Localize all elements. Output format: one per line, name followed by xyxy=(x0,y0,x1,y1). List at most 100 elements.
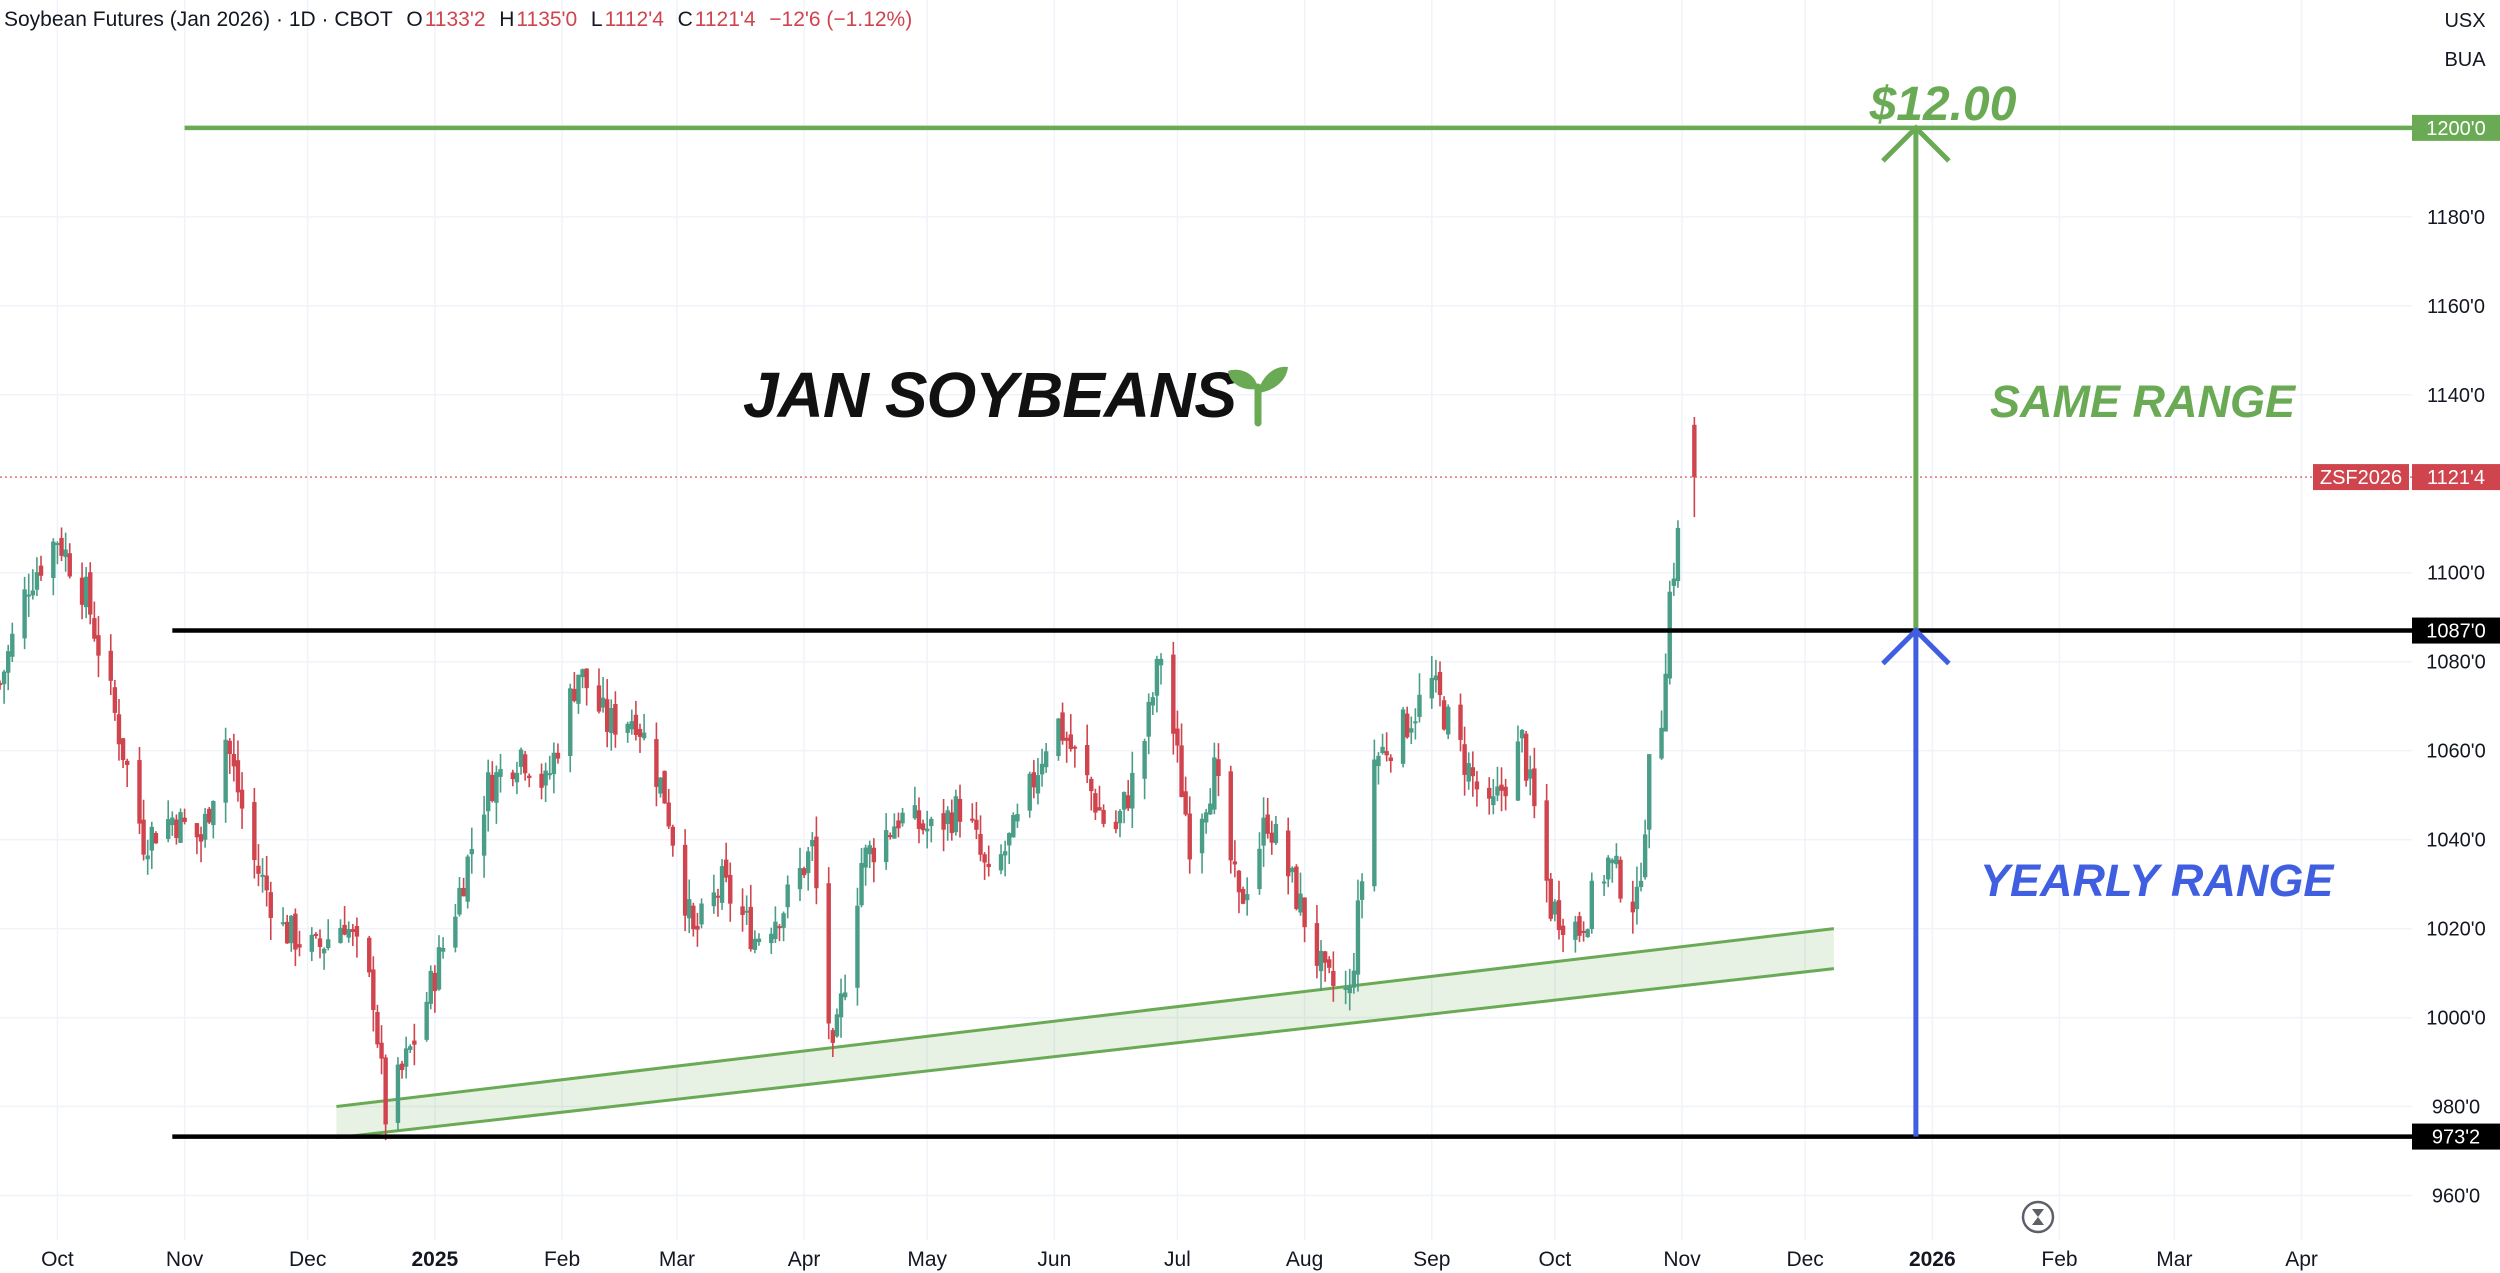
candle-body xyxy=(883,830,889,863)
candle-body xyxy=(182,817,187,822)
candle-body xyxy=(436,947,442,990)
time-tick-label: Dec xyxy=(1786,1248,1823,1271)
time-tick-label: Feb xyxy=(2041,1248,2077,1271)
candle-body xyxy=(116,714,122,745)
candle-body xyxy=(1433,675,1439,681)
candle-body xyxy=(748,906,753,950)
symbol-badge-bg xyxy=(2313,464,2409,491)
candle-body xyxy=(662,770,667,804)
candle-body xyxy=(957,798,963,822)
sprout-leaf-left xyxy=(1228,369,1258,390)
candle-body xyxy=(170,817,175,826)
candle-body xyxy=(309,934,314,952)
candle-body xyxy=(108,650,113,681)
candle-body xyxy=(1216,759,1221,776)
open-value: 1133'2 xyxy=(424,8,486,31)
candle-body xyxy=(145,855,150,860)
candle-body xyxy=(1232,861,1238,865)
candle-body xyxy=(522,754,528,774)
candle-body xyxy=(1240,888,1246,904)
time-tick-label: Sep xyxy=(1413,1248,1450,1271)
candle-body xyxy=(268,892,273,918)
level-badge-text: 973'2 xyxy=(2432,1127,2480,1149)
candle-body xyxy=(256,865,261,874)
candle-body xyxy=(1175,728,1180,746)
candle-body xyxy=(1519,729,1525,739)
candle-body xyxy=(806,851,811,874)
candle-body xyxy=(1499,784,1504,791)
candle-body xyxy=(38,565,44,576)
candle-body xyxy=(514,772,520,783)
candle-body xyxy=(1585,929,1590,938)
candle-body xyxy=(1441,700,1447,730)
candle-body xyxy=(1503,786,1508,797)
candle-body xyxy=(1601,881,1607,884)
candle-body xyxy=(424,1001,429,1040)
candle-body xyxy=(900,812,905,824)
candle-body xyxy=(986,863,991,868)
annotations: $12.00 SAME RANGE YEARLY RANGE JAN SOYBEANS xyxy=(743,78,2335,906)
currency-bua-button[interactable]: BUA xyxy=(2430,42,2500,78)
chart-legend-header: Soybean Futures (Jan 2026) · 1D · CBOT O… xyxy=(4,8,914,32)
candle-body xyxy=(543,770,548,786)
candle-body xyxy=(1084,744,1090,776)
candle-body xyxy=(326,939,331,949)
candle-body xyxy=(699,903,704,925)
candle-body xyxy=(30,590,36,596)
candle-body xyxy=(814,836,819,889)
candle-body xyxy=(1043,751,1049,768)
currency-usx-button[interactable]: USX xyxy=(2430,3,2500,39)
candle-body xyxy=(264,875,269,891)
candle-body xyxy=(752,938,758,950)
price-badges: 1200'0 1087'0 973'2 1121'4 ZSF2026 xyxy=(2313,114,2500,1150)
candle-body xyxy=(1187,813,1192,860)
price-tick-label: 960'0 xyxy=(2432,1186,2480,1208)
candle-body xyxy=(1150,697,1156,706)
candle-body xyxy=(1528,769,1533,779)
candle-body xyxy=(1257,848,1262,890)
candle-body xyxy=(551,752,557,775)
candle-body xyxy=(1523,733,1529,781)
candle-body xyxy=(941,813,946,830)
candle-body xyxy=(1610,859,1615,864)
time-tick-label: Jun xyxy=(1037,1248,1071,1271)
hourglass-glyph xyxy=(2032,1209,2044,1225)
level-badge-bg xyxy=(2412,114,2500,141)
time-axis[interactable]: Oct Nov Dec 2025 Feb Mar Apr May Jun Jul Aug Sep Oct… xyxy=(41,1200,2318,1271)
candle-body xyxy=(239,789,245,809)
time-tick-label: 2025 xyxy=(412,1248,459,1271)
candle-body xyxy=(34,572,40,590)
candle-body xyxy=(153,833,159,844)
candle-body xyxy=(1491,796,1496,806)
low-value: 1112'4 xyxy=(604,8,664,31)
candle-body xyxy=(1384,751,1389,756)
price-tick-label: 1020'0 xyxy=(2426,919,2485,941)
candle-body-last xyxy=(1692,424,1697,478)
candle-body xyxy=(1142,741,1147,779)
candle-body xyxy=(572,688,577,701)
candle-body xyxy=(338,927,343,943)
candle-body xyxy=(1495,786,1500,796)
candle-body xyxy=(1068,734,1073,750)
candle-body xyxy=(465,856,470,902)
candle-body xyxy=(1072,746,1078,749)
candle-body xyxy=(280,922,286,925)
candle-body xyxy=(1647,754,1652,830)
trend-channel-upper xyxy=(336,927,1835,1109)
candle-body xyxy=(1101,809,1106,824)
candle-body xyxy=(440,947,446,952)
candle-body xyxy=(1470,767,1476,777)
candle-body xyxy=(1331,970,1336,986)
price-tick-label: 1100'0 xyxy=(2427,563,2485,585)
candle-body xyxy=(637,728,643,737)
candle-body xyxy=(518,749,524,767)
candle-body xyxy=(1429,677,1434,699)
candle-body xyxy=(1203,812,1209,823)
time-tick-label: Mar xyxy=(659,1248,695,1271)
candle-body xyxy=(403,1048,409,1067)
candle-body xyxy=(695,925,700,930)
candle-body xyxy=(178,812,183,843)
candle-body xyxy=(453,916,458,948)
candle-body xyxy=(769,933,774,944)
